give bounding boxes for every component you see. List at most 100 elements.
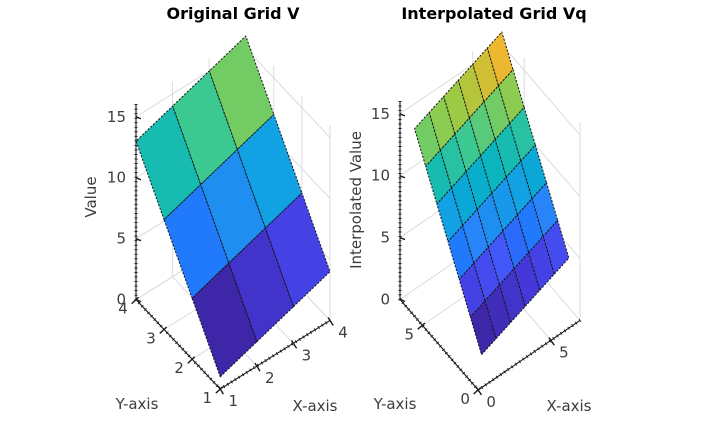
x-axis-tick-label: 5 xyxy=(559,343,569,361)
y-axis-hatch xyxy=(424,328,428,331)
y-axis-hatch xyxy=(193,361,197,364)
gridline-z xyxy=(501,44,581,136)
surface-quad xyxy=(513,252,541,307)
x-axis-hatch xyxy=(510,365,514,369)
x-axis-hatch xyxy=(321,323,324,327)
y-axis-hatch xyxy=(404,304,408,308)
y-axis-hatch xyxy=(153,318,157,321)
y-axis-hatch xyxy=(401,301,405,305)
x-axis-hatch xyxy=(552,336,555,341)
x-axis-hatch xyxy=(574,321,578,325)
surface-quad xyxy=(476,192,504,248)
y-axis-hatch xyxy=(159,324,163,328)
y-axis-tick-label: 3 xyxy=(146,329,156,347)
z-axis-tick-label: 0 xyxy=(116,291,126,309)
z-axis-tick-label: 15 xyxy=(371,105,390,123)
x-axis-tick-label: 0 xyxy=(486,393,496,411)
x-axis-hatch xyxy=(237,375,241,379)
surface-quad xyxy=(502,214,530,270)
z-axis-tick-label: 0 xyxy=(380,290,390,308)
surface-quad xyxy=(473,246,500,302)
y-axis-hatch xyxy=(147,311,150,315)
surface-quad xyxy=(447,225,475,280)
x-axis-hatch xyxy=(529,352,533,356)
surface-quad xyxy=(465,155,493,210)
right-y-axis-label: Y-axis xyxy=(373,395,417,413)
x-axis-tick xyxy=(254,362,261,372)
x-axis-tick xyxy=(290,339,298,349)
y-axis-hatch xyxy=(450,358,454,362)
x-axis-hatch xyxy=(283,347,286,351)
x-axis-hatch xyxy=(268,356,271,360)
left-x-axis-label: X-axis xyxy=(292,397,338,415)
x-axis-hatch xyxy=(260,361,264,365)
x-axis-hatch xyxy=(256,363,260,367)
y-axis-line xyxy=(135,299,221,390)
z-axis-tick xyxy=(399,175,406,179)
surface-quad xyxy=(542,219,570,275)
x-axis-hatch xyxy=(234,377,237,382)
y-axis-hatch xyxy=(178,344,182,348)
x-axis-hatch xyxy=(514,362,518,366)
y-axis-tick xyxy=(159,326,168,335)
x-axis-hatch xyxy=(499,372,503,377)
surface-quad xyxy=(454,117,482,173)
x-axis-hatch xyxy=(503,370,506,374)
surface-quad xyxy=(443,79,470,135)
z-axis-tick-label: 10 xyxy=(371,167,390,185)
y-axis-hatch xyxy=(436,341,440,345)
surface-quad xyxy=(414,112,441,167)
surface-quad xyxy=(468,101,496,157)
left-plot-title: Original Grid V xyxy=(166,4,300,23)
x-axis-hatch xyxy=(491,378,495,382)
y-axis-hatch xyxy=(421,324,425,328)
y-axis-tick xyxy=(417,322,426,330)
y-axis-tick xyxy=(473,387,482,395)
y-axis-tick xyxy=(187,356,196,364)
z-axis-tick-label: 5 xyxy=(116,230,126,248)
x-axis-hatch xyxy=(556,334,559,338)
y-axis-hatch xyxy=(407,308,411,311)
y-axis-hatch xyxy=(462,371,466,375)
x-axis-hatch xyxy=(249,368,252,372)
y-axis-hatch xyxy=(184,351,188,355)
x-axis-hatch xyxy=(571,324,574,328)
z-axis-tick xyxy=(135,238,142,242)
y-axis-hatch xyxy=(433,338,437,342)
y-axis-tick-label: 4 xyxy=(118,300,128,318)
x-axis-hatch xyxy=(495,375,499,379)
left-y-axis-label: Y-axis xyxy=(115,395,159,413)
surface-quad xyxy=(487,230,515,286)
surface-quad xyxy=(458,262,486,318)
y-axis-hatch xyxy=(439,344,443,348)
y-axis-line xyxy=(399,299,479,391)
x-axis-hatch xyxy=(518,360,521,364)
x-axis-hatch xyxy=(275,351,279,356)
z-axis-tick xyxy=(399,236,406,241)
x-axis-tick-label: 2 xyxy=(265,369,275,387)
surface-quad xyxy=(462,208,489,264)
surface-quad xyxy=(491,176,518,232)
y-axis-hatch xyxy=(430,334,434,338)
z-axis-tick xyxy=(399,298,406,303)
surface-quad xyxy=(191,262,258,378)
surface-quad xyxy=(483,85,511,141)
y-axis-hatch xyxy=(200,367,203,371)
x-axis-hatch xyxy=(222,385,226,389)
z-axis-tick xyxy=(135,177,142,181)
x-axis-tick-label: 3 xyxy=(302,346,312,364)
x-axis-hatch xyxy=(302,335,305,339)
x-axis-line xyxy=(477,320,581,391)
surface-quad xyxy=(516,198,544,254)
x-axis-hatch xyxy=(313,328,317,332)
y-axis-hatch xyxy=(171,337,175,341)
y-axis-hatch xyxy=(456,365,460,368)
surface-quad xyxy=(457,63,485,119)
y-axis-tick xyxy=(215,386,224,394)
surface-quad xyxy=(497,69,525,124)
y-axis-hatch xyxy=(150,314,154,318)
x-axis-hatch xyxy=(271,354,275,358)
z-axis-tick xyxy=(135,116,142,120)
